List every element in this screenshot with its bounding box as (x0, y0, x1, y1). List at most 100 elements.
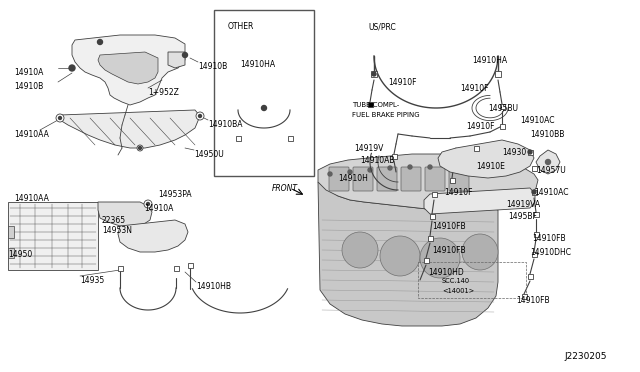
Polygon shape (318, 182, 498, 326)
Text: FUEL BRAKE PIPING: FUEL BRAKE PIPING (352, 112, 420, 118)
Text: 14910A: 14910A (144, 204, 173, 213)
Text: 14919VA: 14919VA (506, 200, 540, 209)
Bar (118, 266, 122, 270)
Circle shape (328, 172, 332, 176)
Circle shape (182, 52, 188, 58)
Text: 14910DHC: 14910DHC (530, 248, 571, 257)
Text: US/PRC: US/PRC (368, 22, 396, 31)
Polygon shape (60, 110, 200, 148)
Circle shape (144, 200, 152, 208)
Circle shape (528, 150, 532, 154)
Circle shape (262, 106, 266, 110)
Circle shape (137, 145, 143, 151)
Bar (499, 103, 504, 109)
Bar (424, 257, 429, 263)
Circle shape (368, 168, 372, 172)
Circle shape (348, 170, 352, 174)
Circle shape (488, 168, 492, 172)
Bar (214, 10, 314, 176)
Bar (173, 266, 179, 270)
Circle shape (468, 166, 472, 170)
Bar (531, 166, 536, 170)
Bar (429, 214, 435, 218)
Text: 14910B: 14910B (14, 82, 44, 91)
Bar (495, 71, 501, 77)
Text: 14910HA: 14910HA (472, 56, 507, 65)
Text: 14910AC: 14910AC (534, 188, 568, 197)
Text: 14935: 14935 (80, 276, 104, 285)
Text: SCC.140: SCC.140 (442, 278, 470, 284)
Circle shape (196, 112, 204, 120)
Bar (527, 273, 532, 279)
Bar (428, 235, 433, 241)
Polygon shape (168, 52, 185, 68)
Text: 1+952Z: 1+952Z (148, 88, 179, 97)
Text: 14910F: 14910F (444, 188, 472, 197)
Text: 14953N: 14953N (102, 226, 132, 235)
Polygon shape (98, 202, 152, 226)
Circle shape (408, 165, 412, 169)
Text: 14910B: 14910B (198, 62, 227, 71)
Text: OTHER: OTHER (228, 22, 254, 31)
FancyBboxPatch shape (401, 167, 421, 191)
Circle shape (97, 39, 102, 45)
Bar (499, 124, 504, 128)
Text: 14910FB: 14910FB (516, 296, 550, 305)
Circle shape (147, 202, 150, 205)
Polygon shape (424, 188, 535, 214)
Text: 14950: 14950 (8, 250, 32, 259)
Text: 14910F: 14910F (388, 78, 417, 87)
FancyBboxPatch shape (353, 167, 373, 191)
Bar (236, 135, 241, 141)
Bar (531, 189, 536, 195)
Bar (8, 226, 14, 238)
Text: 14910HB: 14910HB (196, 282, 231, 291)
Bar (418, 262, 526, 298)
Text: 14910F: 14910F (460, 84, 488, 93)
Text: 14910A: 14910A (14, 68, 44, 77)
Text: 14910FB: 14910FB (432, 222, 466, 231)
Polygon shape (318, 154, 538, 210)
Bar (392, 154, 397, 158)
Bar (371, 71, 377, 77)
Text: 14950U: 14950U (194, 150, 224, 159)
Text: J2230205: J2230205 (564, 352, 607, 361)
Text: 14919V: 14919V (354, 144, 383, 153)
Text: 14910AA: 14910AA (14, 130, 49, 139)
Circle shape (380, 236, 420, 276)
Bar (534, 231, 538, 237)
Polygon shape (118, 220, 188, 252)
Circle shape (388, 166, 392, 170)
Text: 1495BU: 1495BU (488, 104, 518, 113)
Text: FRONT: FRONT (272, 184, 298, 193)
Circle shape (420, 238, 460, 278)
Text: 14910AB: 14910AB (360, 156, 394, 165)
Text: 14910FB: 14910FB (432, 246, 466, 255)
Bar (522, 294, 527, 298)
FancyBboxPatch shape (449, 167, 469, 191)
Circle shape (428, 165, 432, 169)
FancyBboxPatch shape (329, 167, 349, 191)
Circle shape (69, 65, 75, 71)
Text: 14910HA: 14910HA (240, 60, 275, 69)
Bar (188, 263, 193, 267)
Text: 14910AA: 14910AA (14, 194, 49, 203)
FancyBboxPatch shape (377, 167, 397, 191)
FancyBboxPatch shape (425, 167, 445, 191)
Bar (534, 212, 538, 217)
Text: 14910H: 14910H (338, 174, 368, 183)
Text: TUBE COMPL-: TUBE COMPL- (352, 102, 399, 108)
Bar (474, 145, 479, 151)
Circle shape (342, 232, 378, 268)
Text: 14953PA: 14953PA (158, 190, 191, 199)
Circle shape (448, 165, 452, 169)
Circle shape (532, 190, 536, 194)
Polygon shape (72, 35, 185, 105)
Text: 14910E: 14910E (476, 162, 505, 171)
Text: 1495BF: 1495BF (508, 212, 537, 221)
Circle shape (508, 170, 512, 174)
Bar (8, 202, 98, 270)
Bar (449, 177, 454, 183)
Bar (527, 150, 532, 154)
Text: 14930: 14930 (502, 148, 526, 157)
